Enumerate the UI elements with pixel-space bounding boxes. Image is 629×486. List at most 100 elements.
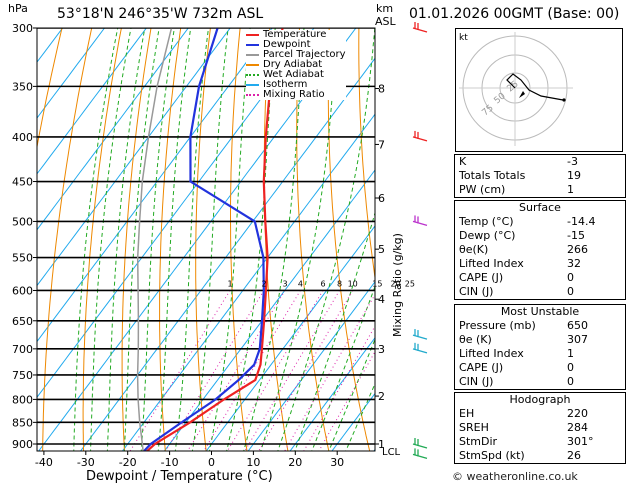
legend-item: Dry Adiabat [246,60,346,70]
pressure-tick-label: 600 [12,284,33,297]
temperature-tick-label: -40 [35,456,53,469]
legend-item: Temperature [246,30,346,40]
wet-adiabat-line [123,28,160,451]
mu-li-label: Lifted Index [459,347,524,360]
pressure-tick-label: 500 [12,215,33,228]
stmspd-value: 26 [567,449,581,462]
tt-label: Totals Totals [459,169,526,182]
pressure-tick-label: 300 [12,22,33,35]
wet-adiabat-line [345,382,375,451]
surface-cape-value: 0 [567,271,574,284]
height-tick-label: 3 [378,343,385,356]
copyright-link[interactable]: © weatheronline.co.uk [452,470,578,483]
temperature-tick-label: -10 [161,456,179,469]
height-tick-label: 7 [378,138,385,151]
dry-adiabat-line [230,28,248,451]
pressure-tick-label: 350 [12,80,33,93]
legend-swatch [246,34,259,36]
wind-barb [412,438,428,449]
pressure-tick-label: 750 [12,369,33,382]
temperature-tick-label: 20 [288,456,302,469]
isotherm-line [37,28,147,175]
mixing-ratio-label: 8 [337,280,342,289]
station-location: 53°18'N 246°35'W 732m ASL [57,6,264,22]
wet-adiabat-line [277,28,375,451]
mixing-ratio-label: 25 [405,280,415,289]
wind-barb [412,329,428,340]
mixing-ratio-axis-title: Mixing Ratio (g/kg) [391,233,404,337]
forecast-datetime: 01.01.2026 00GMT (Base: 00) [409,6,620,22]
isotherm-line [289,336,375,451]
dry-adiabat-line [37,28,63,150]
height-tick-label: 5 [378,243,385,256]
eh-value: 220 [567,407,588,420]
pressure-tick-label: 550 [12,252,33,265]
wet-adiabat-line [243,28,305,451]
isotherm-line [247,281,375,451]
wind-barb [412,130,428,142]
surface-cin-value: 0 [567,285,574,298]
dry-adiabat-line [82,28,122,451]
mu-li-value: 1 [567,347,574,360]
pressure-tick-label: 700 [12,343,33,356]
wet-adiabat-line [174,28,209,451]
surface-dewp-label: Dewp (°C) [459,229,516,242]
mixing-ratio-label: 2 [261,280,266,289]
isotherm-line [79,57,375,451]
height-tick-label: 8 [378,83,385,96]
temperature-line [145,28,284,451]
tt-value: 19 [567,169,581,182]
wet-adiabat-line [140,28,175,451]
wind-barb [412,448,428,459]
pressure-tick-label: 800 [12,393,33,406]
mixing-ratio-line [165,290,265,451]
isotherm-line [37,28,273,343]
pressure-tick-label: 900 [12,438,33,451]
hodograph-table: Hodograph EH 220 SREH 284 StmDir 301° StmSp… [454,392,626,464]
surface-cape-label: CAPE (J) [459,271,504,284]
surface-temp-label: Temp (°C) [459,215,514,228]
isotherm-line [37,28,231,287]
dry-adiabat-line [358,28,375,281]
mixing-ratio-label: 15 [372,280,382,289]
wet-adiabat-line [90,28,132,451]
mixing-ratio-line [129,290,231,451]
hodograph-title: Hodograph [509,393,571,406]
wet-adiabat-line [311,285,375,451]
pressure-tick-label: 450 [12,176,33,189]
storm-motion-marker [519,91,525,98]
wind-barb [412,22,428,33]
legend-label: Wet Adiabat [263,69,324,80]
legend-item: Parcel Trajectory [246,50,346,60]
legend-swatch [246,94,259,96]
legend-label: Parcel Trajectory [263,49,346,60]
parcel-trajectory-line [136,28,173,451]
mu-theta-label: θe (K) [459,333,492,346]
surface-theta-value: 266 [567,243,588,256]
mixing-ratio-label: 20 [391,280,401,289]
dry-adiabat-line [121,28,152,451]
mixing-ratio-label: 3 [282,280,287,289]
stmspd-label: StmSpd (kt) [459,449,525,462]
wind-barb [412,215,428,227]
sreh-value: 284 [567,421,588,434]
most-unstable-title: Most Unstable [500,305,580,318]
mixing-ratio-line [318,350,375,451]
mu-cin-label: CIN (J) [459,375,494,388]
wet-adiabat-line [191,28,229,451]
legend-swatch [246,64,259,66]
mixing-ratio-label: 10 [348,280,358,289]
x-axis-title: Dewpoint / Temperature (°C) [86,469,273,484]
mu-theta-value: 307 [567,333,588,346]
stmdir-value: 301° [567,435,594,448]
height-tick-label: 1 [378,438,385,451]
legend-label: Isotherm [263,79,308,90]
legend-item: Isotherm [246,80,346,90]
sreh-label: SREH [459,421,489,434]
isotherm-line [37,28,315,399]
mixing-ratio-label: 4 [298,280,303,289]
most-unstable-table: Most Unstable Pressure (mb) 650 θe (K) 307… [454,304,626,390]
legend-label: Temperature [263,29,327,40]
legend-swatch [246,54,259,56]
